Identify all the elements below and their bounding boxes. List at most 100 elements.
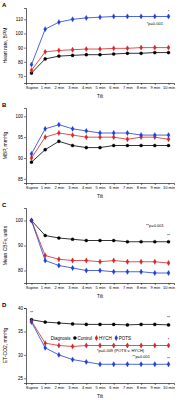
x-tick-label: 8 min <box>137 185 147 190</box>
series-marker <box>126 130 129 135</box>
x-tick-label: Supine <box>26 85 39 90</box>
x-tick-label: 2 min <box>54 285 64 290</box>
series-marker <box>167 362 170 367</box>
series-marker <box>153 14 156 19</box>
y-tick-mark <box>24 76 26 77</box>
x-tick-label: 7 min <box>123 85 133 90</box>
x-tick: 2 min <box>54 283 64 290</box>
y-tick-mark <box>24 48 26 49</box>
panel-label: D <box>2 302 7 308</box>
series-marker <box>153 45 156 50</box>
x-tick-label: Supine <box>26 285 39 290</box>
series-marker <box>57 263 60 268</box>
series <box>30 319 170 366</box>
series-marker <box>85 239 88 242</box>
y-tick-label: 95 <box>18 135 24 140</box>
series-marker <box>140 14 143 19</box>
series-marker <box>71 132 74 137</box>
y-tick-mark <box>24 116 26 117</box>
series-marker <box>126 323 129 326</box>
x-tick: 10 min <box>163 383 175 390</box>
legend-marker <box>115 335 118 341</box>
x-tick: 7 min <box>123 183 133 190</box>
y-axis-title: Mean CBFv, units <box>2 225 8 265</box>
legend: DiagnosisControlHYCHPOTS <box>51 335 131 341</box>
series-marker <box>112 14 115 19</box>
x-tick: 1 min <box>41 183 51 190</box>
y-tick: 90 <box>18 46 26 51</box>
annotation: ** <box>30 310 34 315</box>
series-marker <box>112 130 115 135</box>
x-tick: 7 min <box>123 83 133 90</box>
y-tick: 80 <box>18 60 26 65</box>
y-tick: 85 <box>18 177 26 182</box>
series-marker <box>167 343 170 348</box>
x-tick-label: 2 min <box>54 185 64 190</box>
y-tick-mark <box>24 19 26 20</box>
series-marker <box>30 68 33 73</box>
series-marker <box>44 320 47 323</box>
series-marker <box>44 126 47 131</box>
y-axis: 859095100 <box>15 109 26 184</box>
series-marker <box>167 132 170 137</box>
x-axis: Supine1 min2 min3 min4 min5 min6 min7 mi… <box>26 183 175 190</box>
series-marker <box>167 323 170 326</box>
y-tick-mark <box>24 331 26 332</box>
series-marker <box>85 46 88 51</box>
series-marker <box>126 362 129 367</box>
series-marker <box>140 132 143 137</box>
y-tick: 90 <box>18 243 26 248</box>
series-marker <box>57 321 60 324</box>
x-tick-label: 5 min <box>96 385 106 390</box>
x-tick-label: 3 min <box>68 285 78 290</box>
series-line <box>31 141 168 162</box>
series-marker <box>140 362 143 367</box>
panel-label: B <box>2 102 7 108</box>
y-tick: 35 <box>18 329 26 334</box>
series-marker <box>167 144 170 147</box>
y-axis-line <box>24 309 27 384</box>
y-tick-label: 100 <box>15 114 23 119</box>
series-marker <box>30 151 33 156</box>
x-tick: 7 min <box>123 283 133 290</box>
series-marker <box>30 218 33 223</box>
y-tick-mark <box>24 62 26 63</box>
x-tick-label: 10 min <box>163 385 175 390</box>
series-marker <box>30 62 33 67</box>
series-marker <box>71 322 74 325</box>
y-axis-line <box>24 209 27 284</box>
series-marker <box>98 53 101 56</box>
x-axis-title: Tilt <box>97 394 104 399</box>
x-tick: 6 min <box>109 283 119 290</box>
series-marker <box>71 126 74 131</box>
series-marker <box>98 146 101 149</box>
series-marker <box>126 52 129 55</box>
series-line <box>31 16 168 64</box>
panel-label: A <box>2 2 7 8</box>
series-marker <box>98 15 101 20</box>
x-tick-label: 10 min <box>163 185 175 190</box>
x-tick: 1 min <box>41 383 51 390</box>
y-tick: 100 <box>15 218 26 223</box>
series-marker <box>44 345 47 350</box>
series-marker <box>112 144 115 147</box>
y-axis: 25303540 <box>18 306 27 384</box>
plot: Supine1 min2 min3 min4 min5 min6 min7 mi… <box>15 109 175 190</box>
x-tick: 5 min <box>96 83 106 90</box>
x-tick: 2 min <box>54 83 64 90</box>
series-marker <box>153 343 156 348</box>
x-tick: 4 min <box>82 383 92 390</box>
series-marker <box>126 14 129 19</box>
plot: Supine1 min2 min3 min4 min5 min6 min7 mi… <box>18 306 175 390</box>
x-tick: 2 min <box>54 183 64 190</box>
series-marker <box>112 269 115 274</box>
x-tick-label: 6 min <box>109 185 119 190</box>
y-tick-label: 25 <box>18 376 24 381</box>
x-axis-title: Tilt <box>97 94 104 99</box>
series-marker <box>112 52 115 55</box>
y-tick-mark <box>24 246 26 247</box>
annotation: *p=0.001 <box>147 21 164 26</box>
series-marker <box>140 52 143 55</box>
x-axis: Supine1 min2 min3 min4 min5 min6 min7 mi… <box>26 383 175 390</box>
series-marker <box>112 46 115 51</box>
